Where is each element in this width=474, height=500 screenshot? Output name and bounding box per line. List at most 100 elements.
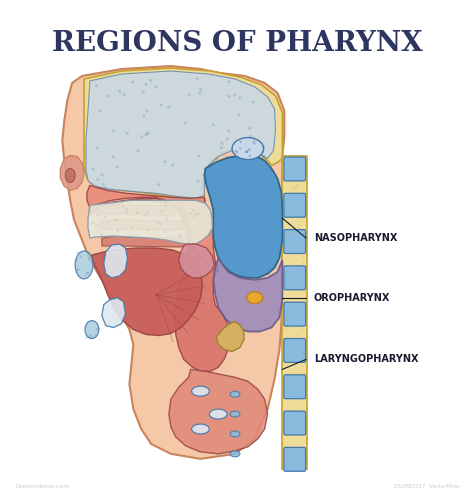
Ellipse shape	[161, 210, 163, 212]
Ellipse shape	[192, 209, 195, 212]
Ellipse shape	[299, 458, 301, 460]
Ellipse shape	[157, 222, 159, 224]
Polygon shape	[283, 156, 307, 469]
Ellipse shape	[191, 386, 210, 396]
Ellipse shape	[164, 160, 166, 163]
FancyBboxPatch shape	[284, 194, 306, 217]
Ellipse shape	[301, 408, 303, 409]
Ellipse shape	[297, 212, 299, 214]
Ellipse shape	[262, 166, 265, 170]
Ellipse shape	[247, 149, 250, 152]
Ellipse shape	[295, 354, 297, 356]
Ellipse shape	[125, 208, 128, 210]
Polygon shape	[87, 186, 218, 272]
Ellipse shape	[88, 258, 90, 260]
Ellipse shape	[239, 147, 241, 150]
Ellipse shape	[89, 334, 91, 336]
Ellipse shape	[94, 334, 96, 336]
Ellipse shape	[283, 170, 285, 172]
Ellipse shape	[302, 262, 305, 264]
Ellipse shape	[77, 252, 79, 254]
Ellipse shape	[146, 132, 149, 136]
Ellipse shape	[198, 212, 200, 215]
Ellipse shape	[167, 106, 170, 108]
Ellipse shape	[303, 272, 305, 274]
Ellipse shape	[226, 138, 228, 140]
Ellipse shape	[248, 127, 251, 130]
Ellipse shape	[286, 234, 288, 236]
Ellipse shape	[295, 378, 297, 380]
Ellipse shape	[85, 337, 87, 339]
Ellipse shape	[112, 130, 115, 132]
Ellipse shape	[290, 388, 292, 390]
Polygon shape	[102, 236, 189, 247]
Ellipse shape	[87, 272, 89, 274]
Ellipse shape	[297, 184, 299, 186]
Ellipse shape	[195, 213, 198, 216]
Ellipse shape	[294, 312, 296, 314]
Ellipse shape	[286, 434, 288, 436]
Ellipse shape	[288, 361, 290, 363]
Ellipse shape	[301, 328, 303, 330]
Ellipse shape	[297, 332, 299, 334]
Ellipse shape	[262, 150, 264, 152]
FancyBboxPatch shape	[284, 302, 306, 326]
Ellipse shape	[304, 420, 306, 422]
Ellipse shape	[283, 169, 285, 171]
Ellipse shape	[294, 232, 296, 234]
Ellipse shape	[104, 188, 107, 190]
Ellipse shape	[248, 148, 251, 150]
Ellipse shape	[232, 138, 264, 160]
Ellipse shape	[302, 398, 304, 400]
Ellipse shape	[245, 150, 247, 153]
Ellipse shape	[289, 276, 291, 278]
Ellipse shape	[289, 165, 291, 167]
Ellipse shape	[137, 149, 139, 152]
Ellipse shape	[89, 338, 91, 340]
Ellipse shape	[183, 122, 186, 124]
Ellipse shape	[301, 268, 303, 270]
Ellipse shape	[85, 320, 99, 338]
Polygon shape	[100, 219, 182, 230]
Ellipse shape	[253, 140, 255, 142]
Ellipse shape	[140, 135, 143, 138]
Ellipse shape	[293, 325, 295, 327]
Polygon shape	[62, 66, 284, 459]
Ellipse shape	[99, 110, 101, 112]
Ellipse shape	[292, 182, 294, 184]
Ellipse shape	[301, 312, 302, 314]
Ellipse shape	[116, 166, 118, 168]
Ellipse shape	[112, 155, 115, 158]
Ellipse shape	[292, 211, 294, 213]
Ellipse shape	[130, 238, 133, 240]
Text: OROPHARYNX: OROPHARYNX	[314, 292, 391, 302]
Ellipse shape	[146, 131, 149, 134]
Ellipse shape	[159, 104, 163, 106]
FancyBboxPatch shape	[284, 338, 306, 362]
Ellipse shape	[304, 452, 306, 454]
Ellipse shape	[262, 146, 264, 149]
Ellipse shape	[295, 346, 297, 348]
Text: REGIONS OF PHARYNX: REGIONS OF PHARYNX	[52, 30, 422, 56]
Ellipse shape	[149, 79, 152, 82]
Ellipse shape	[65, 168, 75, 182]
Ellipse shape	[296, 462, 298, 464]
Ellipse shape	[291, 391, 292, 393]
Polygon shape	[102, 298, 126, 328]
Ellipse shape	[97, 178, 100, 181]
Ellipse shape	[292, 456, 294, 458]
Ellipse shape	[298, 403, 301, 405]
Ellipse shape	[283, 322, 285, 324]
Ellipse shape	[296, 160, 298, 162]
Ellipse shape	[297, 420, 299, 422]
Ellipse shape	[220, 142, 223, 144]
Ellipse shape	[89, 336, 91, 338]
Ellipse shape	[77, 268, 79, 270]
Ellipse shape	[96, 214, 99, 216]
Ellipse shape	[236, 151, 238, 154]
Ellipse shape	[85, 274, 87, 276]
Ellipse shape	[291, 248, 292, 250]
Ellipse shape	[91, 167, 94, 170]
Ellipse shape	[303, 428, 305, 430]
Ellipse shape	[210, 409, 227, 419]
